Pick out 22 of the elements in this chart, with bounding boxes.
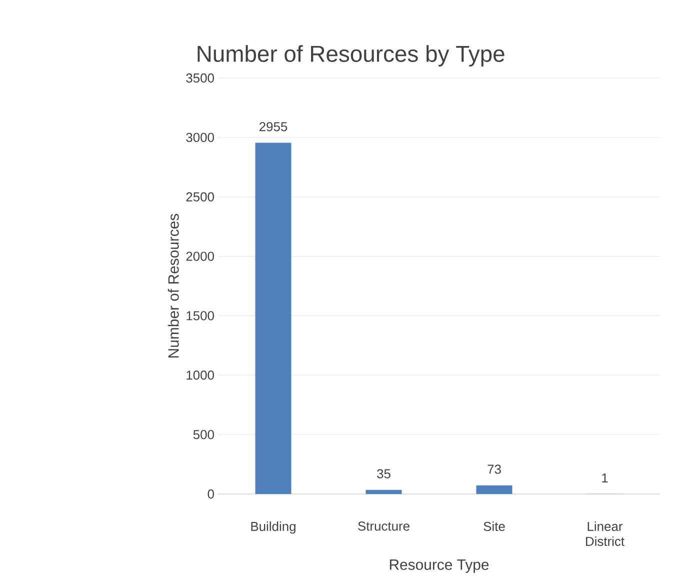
data-label: 2955 [260, 122, 288, 132]
y-tick-label: 3500 [186, 73, 214, 83]
chart-title: Number of Resources by Type [198, 45, 504, 66]
x-tick-label: Building [251, 522, 296, 534]
y-tick-label: 500 [193, 430, 214, 440]
y-tick-label: 2500 [186, 192, 214, 202]
x-tick-label: Linear District [586, 522, 624, 546]
bar [255, 142, 292, 494]
bar [366, 490, 402, 494]
y-tick-label: 0 [208, 489, 214, 499]
bar [476, 485, 512, 494]
data-label: 73 [488, 464, 501, 474]
y-tick-label: 2000 [186, 252, 214, 261]
y-tick-label: 3000 [186, 132, 214, 142]
y-tick-label: 1000 [186, 370, 214, 380]
x-axis-title: Resource Type [390, 560, 489, 573]
data-label: 35 [377, 469, 390, 478]
y-axis-title: Number of Resources [168, 214, 179, 358]
y-tick-label: 1500 [186, 311, 214, 320]
data-label: 1 [602, 473, 608, 482]
x-tick-label: Site [484, 522, 505, 532]
x-tick-label: Structure [358, 522, 410, 531]
